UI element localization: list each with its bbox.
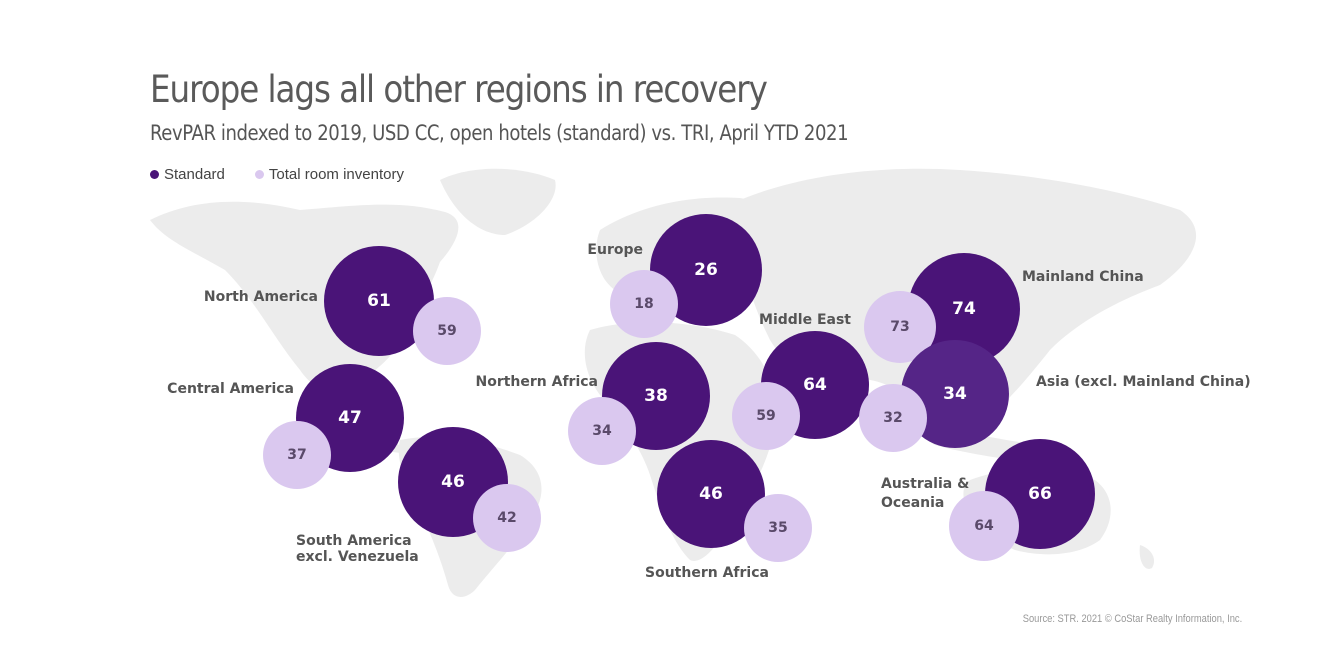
bubble-tri-southern-africa bbox=[744, 494, 812, 562]
chart-title: Europe lags all other regions in recover… bbox=[150, 68, 768, 111]
bubble-tri-north-america bbox=[413, 297, 481, 365]
bubble-tri-south-america-excl-venezuela bbox=[473, 484, 541, 552]
chart-subtitle: RevPAR indexed to 2019, USD CC, open hot… bbox=[150, 121, 849, 145]
value-label-tri-north-america: 59 bbox=[437, 323, 456, 339]
value-label-standard-mainland-china: 74 bbox=[952, 299, 976, 319]
region-label-north-america: North America bbox=[204, 289, 318, 305]
value-label-standard-central-america: 47 bbox=[338, 408, 362, 428]
legend-swatch-tri bbox=[254, 170, 264, 179]
legend-label-standard: Standard bbox=[164, 166, 225, 183]
legend-item-standard: Standard bbox=[150, 166, 225, 183]
legend-item-tri: Total room inventory bbox=[254, 166, 404, 183]
bubble-tri-northern-africa bbox=[568, 397, 636, 465]
legend-swatch-standard bbox=[150, 170, 159, 179]
region-label-central-america: Central America bbox=[167, 381, 294, 397]
value-label-standard-asia-excl-mainland-china: 34 bbox=[943, 384, 967, 404]
value-label-standard-northern-africa: 38 bbox=[644, 386, 668, 406]
value-label-tri-australia-oceania: 64 bbox=[974, 518, 994, 534]
region-label-south-america-excl-venezuela-line1: South America bbox=[296, 533, 412, 549]
value-label-standard-south-america-excl-venezuela: 46 bbox=[441, 472, 465, 492]
bubble-tri-europe bbox=[610, 270, 678, 338]
bubble-tri-mainland-china bbox=[864, 291, 936, 363]
region-label-south-america-excl-venezuela-line2: excl. Venezuela bbox=[296, 549, 419, 565]
region-label-europe: Europe bbox=[587, 242, 643, 258]
source-note: Source: STR. 2021 © CoStar Realty Inform… bbox=[1022, 613, 1242, 625]
value-label-tri-northern-africa: 34 bbox=[592, 423, 612, 439]
region-label-northern-africa: Northern Africa bbox=[475, 374, 598, 390]
value-label-standard-north-america: 61 bbox=[367, 291, 391, 311]
region-label-middle-east: Middle East bbox=[759, 312, 851, 328]
region-label-australia-oceania-line2: Oceania bbox=[881, 495, 944, 511]
value-label-standard-australia-oceania: 66 bbox=[1028, 484, 1052, 504]
value-label-tri-middle-east: 59 bbox=[756, 408, 775, 424]
bubble-standard-mainland-china bbox=[908, 253, 1020, 365]
value-label-tri-southern-africa: 35 bbox=[768, 520, 787, 536]
bubble-tri-australia-oceania bbox=[949, 491, 1019, 561]
region-label-australia-oceania-line1: Australia & bbox=[881, 476, 969, 492]
bubble-tri-asia-excl-mainland-china bbox=[859, 384, 927, 452]
value-label-standard-middle-east: 64 bbox=[803, 375, 827, 395]
value-label-tri-asia-excl-mainland-china: 32 bbox=[883, 410, 902, 426]
value-label-tri-central-america: 37 bbox=[287, 447, 306, 463]
region-label-asia-excl-mainland-china: Asia (excl. Mainland China) bbox=[1036, 374, 1251, 390]
bubble-standard-north-america bbox=[324, 246, 434, 356]
region-label-mainland-china: Mainland China bbox=[1022, 269, 1144, 285]
bubble-layer: 61 59 47 37 46 42 26 18 38 34 46 35 64 59 74 73 34 32 66 64 bbox=[263, 214, 1095, 562]
legend-label-tri: Total room inventory bbox=[268, 166, 404, 183]
value-label-tri-south-america-excl-venezuela: 42 bbox=[497, 510, 516, 526]
bubble-standard-southern-africa bbox=[657, 440, 765, 548]
value-label-tri-mainland-china: 73 bbox=[890, 319, 909, 335]
value-label-standard-southern-africa: 46 bbox=[699, 484, 723, 504]
region-label-layer: North America Central America South Americ… bbox=[167, 242, 1250, 581]
region-label-southern-africa: Southern Africa bbox=[645, 565, 769, 581]
value-label-tri-europe: 18 bbox=[634, 296, 653, 312]
legend: Standard Total room inventory bbox=[150, 166, 426, 183]
bubble-tri-middle-east bbox=[732, 382, 800, 450]
bubble-standard-asia-excl-mainland-china bbox=[901, 340, 1009, 448]
value-label-standard-europe: 26 bbox=[694, 260, 718, 280]
bubble-tri-central-america bbox=[263, 421, 331, 489]
bubble-standard-europe bbox=[650, 214, 762, 326]
